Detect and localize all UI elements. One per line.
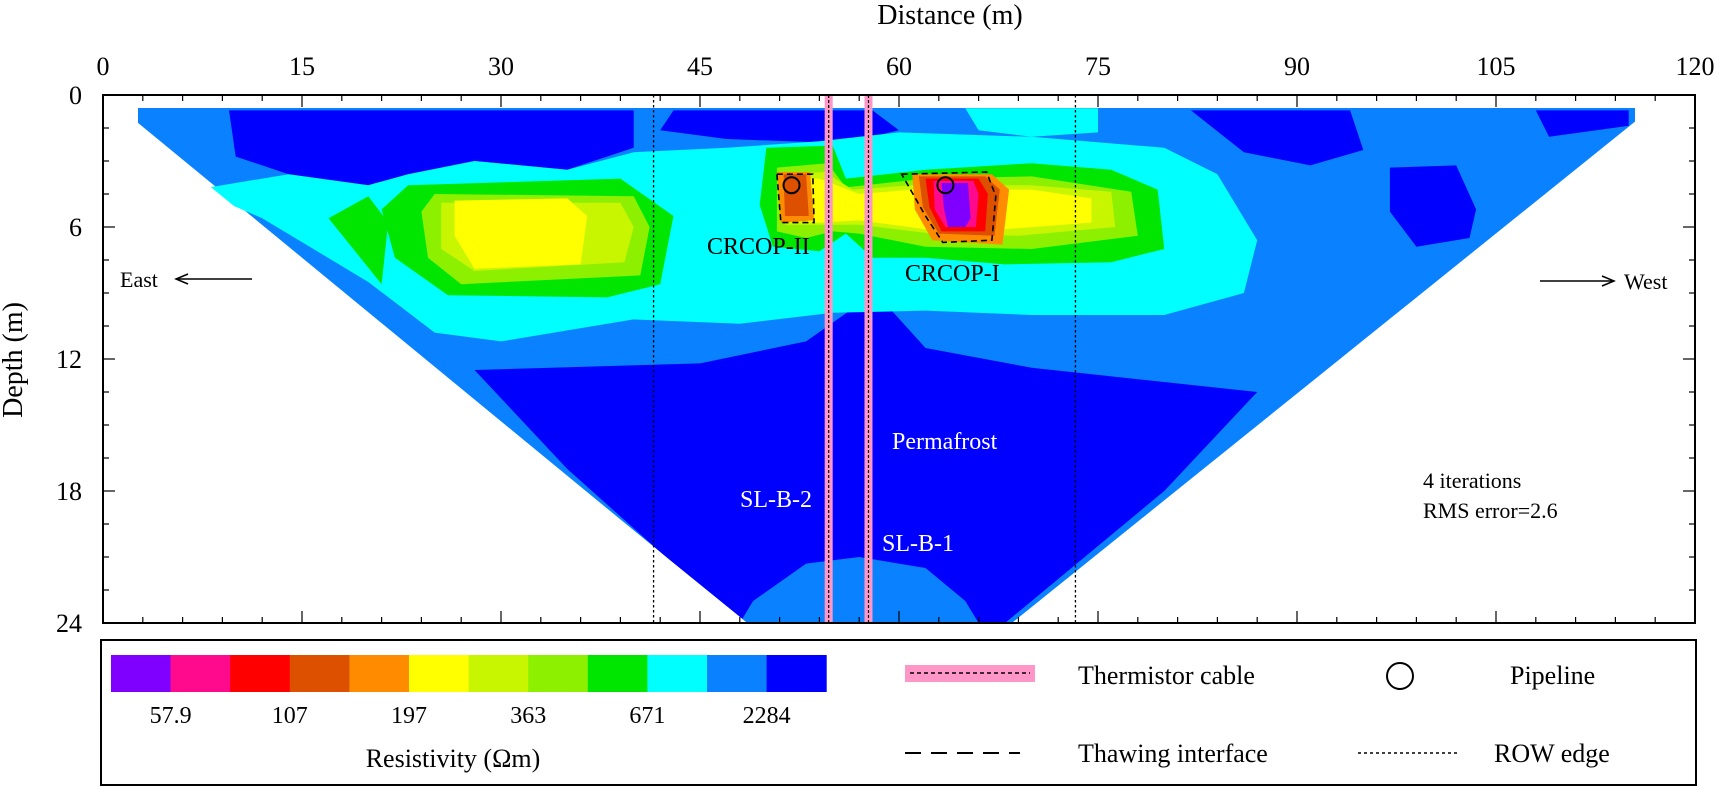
crcop1-label: CRCOP-I (905, 261, 1000, 287)
colorbar-swatch (707, 655, 768, 692)
thermistor-legend-label: Thermistor cable (1078, 661, 1255, 690)
region-cold-top-left (229, 110, 634, 186)
colorbar-swatch (289, 655, 350, 692)
colorbar-swatch (587, 655, 648, 692)
region-bottom-lens (739, 557, 979, 623)
colorbar-swatch (647, 655, 708, 692)
colorbar-tick-label: 671 (629, 703, 665, 729)
x-tick-label: 45 (687, 52, 713, 81)
x-tick-label: 0 (97, 52, 110, 81)
x-tick-label: 105 (1477, 52, 1516, 81)
colorbar-swatch (230, 655, 291, 692)
axis-ticks: 0 15 30 45 60 75 90 105 120 0 6 12 18 24 (56, 52, 1715, 638)
colorbar-tick-label: 2284 (743, 703, 791, 729)
row-legend-label: ROW edge (1494, 739, 1610, 768)
region-cold-right (1389, 165, 1477, 247)
region-cold-top-mid (660, 110, 899, 144)
region-cold-top-far (1535, 110, 1629, 137)
thermistor-cable-1 (824, 95, 833, 623)
chart-overlays (652, 95, 1077, 623)
region-green-spur (328, 196, 389, 285)
pipeline-marker-1 (782, 176, 801, 195)
pipeline-legend-label: Pipeline (1510, 661, 1595, 690)
colorbar-tick-label: 197 (391, 703, 427, 729)
annotations: East West CRCOP-II CRCOP-I Permafrost SL… (120, 234, 1667, 557)
colorbar-tick-label: 363 (510, 703, 546, 729)
x-tick-label: 15 (289, 52, 315, 81)
colorbar: 57.9 107 197 363 671 2284 (111, 655, 827, 729)
thawing-legend-label: Thawing interface (1078, 739, 1268, 768)
colorbar-swatch (528, 655, 589, 692)
thawing-interface-west (900, 171, 997, 244)
x-tick-label: 60 (886, 52, 912, 81)
colorbar-swatch (409, 655, 470, 692)
slb1-label: SL-B-1 (882, 531, 954, 557)
x-tick-label: 90 (1284, 52, 1310, 81)
west-label: West (1624, 269, 1667, 294)
thawing-interface-east (776, 173, 815, 224)
rms-label: RMS error=2.6 (1423, 498, 1558, 523)
colorbar-swatch (349, 655, 410, 692)
y-tick-label: 12 (56, 345, 82, 374)
slb2-label: SL-B-2 (740, 487, 812, 513)
iterations-label: 4 iterations (1423, 468, 1521, 493)
crcop2-label: CRCOP-II (707, 234, 810, 260)
colorbar-tick-label: 107 (272, 703, 308, 729)
colorbar-tick-label: 57.9 (150, 703, 192, 729)
region-cyan-gap (965, 108, 1098, 137)
east-label: East (120, 267, 158, 292)
permafrost-label: Permafrost (892, 429, 998, 455)
colorbar-label: Resistivity (Ωm) (366, 744, 541, 773)
y-tick-label: 6 (69, 213, 82, 242)
region-darkorange-east (783, 174, 809, 216)
y-tick-label: 0 (69, 81, 82, 110)
colorbar-swatch (111, 655, 172, 692)
pipeline-marker-2 (936, 176, 955, 195)
y-axis-label: Depth (m) (0, 302, 29, 418)
x-tick-label: 30 (488, 52, 514, 81)
y-tick-label: 18 (56, 477, 82, 506)
y-tick-label: 24 (56, 609, 82, 638)
x-tick-label: 75 (1085, 52, 1111, 81)
resistivity-section (138, 108, 1635, 623)
colorbar-swatch (468, 655, 529, 692)
east-arrow-head (174, 273, 189, 285)
region-yellow-left (454, 198, 588, 269)
pipeline-legend-symbol (1386, 662, 1414, 690)
colorbar-swatch (170, 655, 231, 692)
colorbar-swatch (766, 655, 827, 692)
region-cold-top-right (1190, 110, 1364, 166)
thermistor-cable-2 (864, 95, 873, 623)
x-tick-label: 120 (1676, 52, 1715, 81)
region-violet-west (941, 183, 971, 227)
legend-frame (100, 639, 1697, 786)
west-arrow-head (1601, 275, 1616, 287)
x-axis-label: Distance (m) (877, 0, 1022, 31)
legend: 57.9 107 197 363 671 2284 Resistivity (Ωm) Th… (100, 639, 1697, 786)
plot-frame (102, 94, 1696, 624)
